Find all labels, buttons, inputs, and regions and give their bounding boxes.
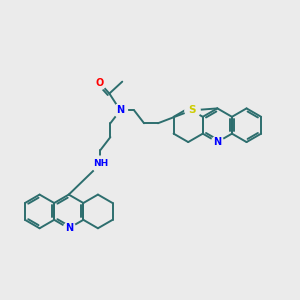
Text: N: N (65, 223, 73, 233)
Text: S: S (188, 105, 195, 116)
Text: NH: NH (93, 159, 108, 168)
Text: N: N (213, 137, 221, 147)
Text: O: O (95, 78, 104, 88)
Text: N: N (116, 105, 124, 116)
